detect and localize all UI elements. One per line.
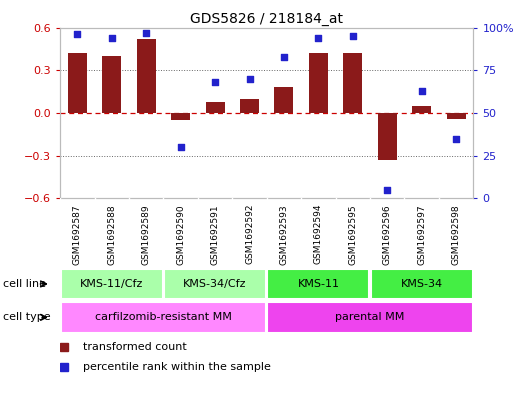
Bar	[267, 302, 473, 333]
Bar	[240, 99, 259, 113]
Bar	[343, 53, 362, 113]
Text: GSM1692591: GSM1692591	[211, 204, 220, 264]
Text: cell line: cell line	[3, 279, 46, 289]
Text: GSM1692596: GSM1692596	[383, 204, 392, 264]
Title: GDS5826 / 218184_at: GDS5826 / 218184_at	[190, 13, 343, 26]
Bar	[267, 268, 369, 299]
Point	[108, 35, 116, 41]
Bar	[137, 39, 156, 113]
Text: GSM1692588: GSM1692588	[107, 204, 116, 264]
Text: carfilzomib-resistant MM: carfilzomib-resistant MM	[95, 312, 232, 322]
Bar	[447, 113, 465, 119]
Text: KMS-11/Cfz: KMS-11/Cfz	[80, 279, 143, 289]
Text: KMS-11: KMS-11	[298, 279, 339, 289]
Bar	[61, 302, 266, 333]
Bar	[103, 56, 121, 113]
Bar	[171, 113, 190, 120]
Text: cell type: cell type	[3, 312, 50, 322]
Text: KMS-34/Cfz: KMS-34/Cfz	[184, 279, 247, 289]
Point	[73, 31, 82, 37]
Bar	[68, 53, 87, 113]
Text: transformed count: transformed count	[83, 342, 187, 352]
Bar	[61, 268, 163, 299]
Point	[349, 33, 357, 39]
Bar	[309, 53, 328, 113]
Bar	[371, 268, 473, 299]
Text: KMS-34: KMS-34	[401, 279, 443, 289]
Text: GSM1692595: GSM1692595	[348, 204, 357, 264]
Point	[452, 136, 460, 142]
Bar	[206, 102, 224, 113]
Bar	[412, 106, 431, 113]
Text: GSM1692590: GSM1692590	[176, 204, 185, 264]
Text: GSM1692593: GSM1692593	[279, 204, 289, 264]
Point	[211, 79, 219, 85]
Point	[176, 144, 185, 151]
Bar	[378, 113, 397, 160]
Point	[417, 88, 426, 94]
Text: GSM1692592: GSM1692592	[245, 204, 254, 264]
Point	[245, 75, 254, 82]
Point	[142, 29, 151, 36]
Text: percentile rank within the sample: percentile rank within the sample	[83, 362, 271, 372]
Point	[280, 53, 288, 60]
Point	[314, 35, 323, 41]
Text: GSM1692587: GSM1692587	[73, 204, 82, 264]
Text: GSM1692589: GSM1692589	[142, 204, 151, 264]
Text: GSM1692597: GSM1692597	[417, 204, 426, 264]
Text: GSM1692598: GSM1692598	[451, 204, 461, 264]
Bar	[164, 268, 266, 299]
Text: parental MM: parental MM	[335, 312, 405, 322]
Text: GSM1692594: GSM1692594	[314, 204, 323, 264]
Bar	[275, 87, 293, 113]
Point	[383, 187, 391, 193]
